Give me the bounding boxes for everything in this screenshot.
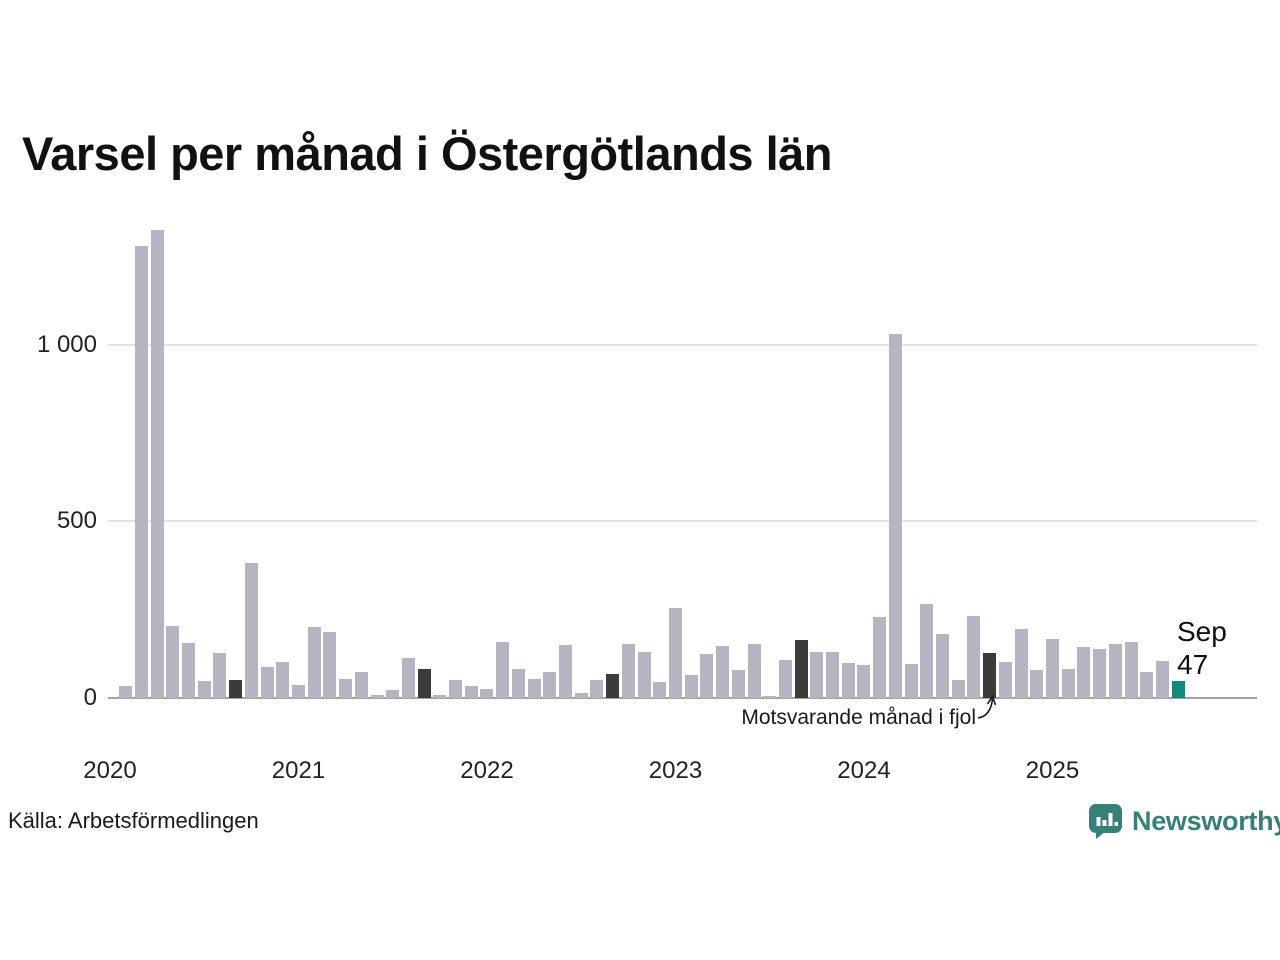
x-tick-label-2020: 2020 — [83, 757, 137, 784]
y-tick-label-500: 500 — [56, 507, 97, 535]
current-bar-label: Sep 47 — [1177, 615, 1227, 681]
bar-2020-06 — [182, 643, 196, 698]
x-tick-label-2025: 2025 — [1025, 757, 1080, 784]
bar-2021-03 — [323, 631, 337, 698]
gridline-500 — [108, 520, 1257, 523]
bar-2024-10 — [998, 662, 1012, 698]
bar-2023-05 — [731, 670, 745, 698]
bar-2023-08 — [778, 660, 792, 698]
newsworthy-logo-icon — [1088, 803, 1123, 840]
bar-2021-07 — [386, 690, 400, 698]
bar-2025-08 — [1155, 661, 1169, 698]
bar-2023-03 — [700, 654, 714, 698]
bar-2020-09 — [229, 679, 243, 698]
x-tick-label-2022: 2022 — [460, 757, 514, 784]
bar-2024-09 — [983, 653, 997, 698]
bar-2021-11 — [449, 679, 463, 698]
bar-2023-07 — [763, 695, 777, 698]
y-tick-label-0: 0 — [83, 684, 97, 711]
bar-2022-12 — [653, 682, 667, 698]
bar-2020-08 — [213, 653, 227, 698]
bar-2020-12 — [276, 662, 290, 698]
source-caption: Källa: Arbetsförmedlingen — [8, 808, 259, 833]
y-tick-label-1000: 1 000 — [36, 330, 97, 358]
bar-2024-11 — [1014, 629, 1028, 698]
bar-2022-09 — [606, 674, 620, 698]
chart-title: Varsel per månad i Östergötlands län — [22, 127, 833, 180]
branding: Newsworthy — [1088, 803, 1280, 840]
bar-2023-10 — [810, 652, 824, 698]
bar-2024-05 — [920, 603, 934, 698]
bar-2022-01 — [480, 689, 494, 698]
newsworthy-logo-text: Newsworthy — [1132, 806, 1280, 836]
bar-2022-05 — [543, 672, 557, 698]
bar-2022-04 — [527, 679, 541, 698]
bar-2020-07 — [197, 681, 211, 698]
bar-2024-07 — [951, 679, 965, 698]
current-bar-month: Sep — [1177, 616, 1227, 647]
bar-2020-02 — [119, 685, 133, 698]
bar-2021-04 — [339, 679, 353, 698]
bar-2021-06 — [370, 695, 384, 698]
bar-2023-06 — [747, 643, 761, 698]
bar-2024-01 — [857, 665, 871, 698]
x-axis-baseline — [108, 697, 1257, 699]
annotation-arrow-icon — [977, 693, 999, 726]
bar-2025-09 — [1171, 681, 1185, 698]
bar-2021-01 — [291, 684, 305, 698]
bar-2020-10 — [244, 563, 258, 698]
bar-2025-02 — [1061, 669, 1075, 698]
current-bar-value: 47 — [1177, 649, 1209, 680]
bar-2020-03 — [134, 245, 148, 698]
bar-2025-07 — [1140, 672, 1154, 698]
x-tick-label-2024: 2024 — [837, 757, 891, 784]
bar-2021-08 — [401, 658, 415, 698]
bar-2023-02 — [684, 675, 698, 698]
bar-2023-11 — [826, 652, 840, 698]
bar-2024-06 — [936, 634, 950, 698]
bar-2025-05 — [1108, 644, 1122, 698]
bar-2021-10 — [433, 695, 447, 698]
bar-2022-02 — [496, 642, 510, 698]
bar-2025-04 — [1093, 648, 1107, 698]
bar-2021-09 — [417, 669, 431, 698]
bar-2023-12 — [841, 663, 855, 698]
bar-2025-06 — [1124, 642, 1138, 698]
bar-2024-03 — [888, 333, 902, 698]
bar-2022-07 — [574, 693, 588, 698]
bar-2020-05 — [166, 625, 180, 698]
bar-2022-06 — [559, 645, 573, 698]
bar-2024-02 — [873, 617, 887, 698]
bar-2024-08 — [967, 615, 981, 698]
last-year-annotation: Motsvarande månad i fjol — [741, 706, 976, 729]
bar-2023-01 — [668, 607, 682, 698]
x-tick-label-2023: 2023 — [648, 757, 703, 784]
x-tick-label-2021: 2021 — [271, 757, 326, 784]
gridline-1000 — [108, 343, 1257, 346]
bar-2024-04 — [904, 664, 918, 698]
bar-2025-01 — [1045, 638, 1059, 698]
bar-2024-12 — [1030, 670, 1044, 698]
bar-2022-10 — [621, 643, 635, 698]
bar-2023-09 — [794, 640, 808, 698]
bar-2021-05 — [354, 672, 368, 698]
bar-2021-02 — [307, 626, 321, 698]
bar-2020-04 — [150, 229, 164, 698]
bar-2022-11 — [637, 652, 651, 698]
bar-2022-08 — [590, 679, 604, 698]
bar-2021-12 — [464, 685, 478, 698]
bar-2023-04 — [716, 646, 730, 698]
bar-2020-11 — [260, 667, 274, 698]
bar-2022-03 — [511, 669, 525, 698]
bar-2025-03 — [1077, 647, 1091, 698]
